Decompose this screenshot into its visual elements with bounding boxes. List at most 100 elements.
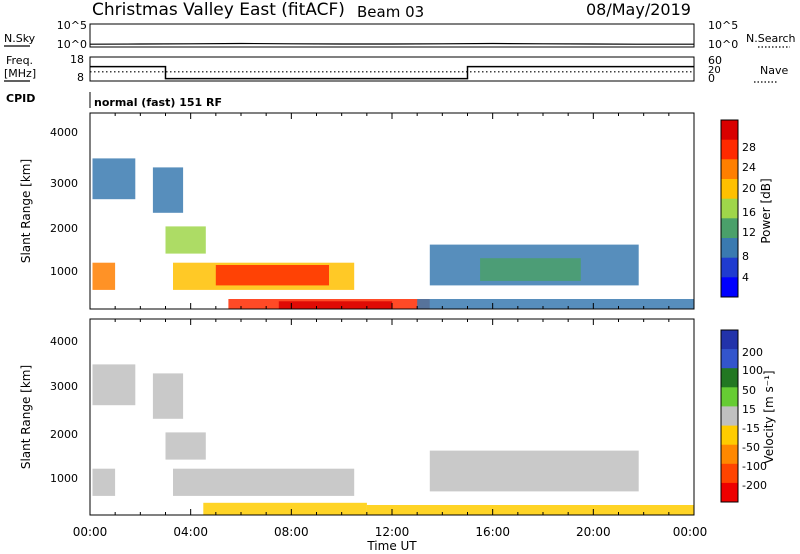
- nave-label: Nave: [760, 64, 788, 77]
- velocity-colorbar-segments: [721, 330, 738, 503]
- nsky-label: N.Sky: [4, 32, 36, 45]
- power-region-7: [278, 301, 393, 309]
- power-colorbar-segment-7: [721, 257, 738, 278]
- velocity-region-5: [203, 502, 367, 516]
- power-cbar-tick-4: 4: [742, 271, 749, 284]
- nave-right-tick-top: 60: [708, 54, 722, 67]
- velocity-colorbar-segment-5: [721, 425, 738, 446]
- nsky-panel: N.Sky 10^5 10^0 10^5 10^0 N.Search: [4, 19, 796, 51]
- power-cbar-tick-20: 20: [742, 182, 756, 195]
- beam-label: Beam 03: [357, 3, 424, 21]
- velocity-colorbar-label: Velocity [m s⁻¹]: [762, 370, 776, 463]
- velocity-cbar-tick-15: 15: [742, 403, 756, 416]
- nsky-left-tick-bottom: 10^0: [57, 38, 87, 51]
- power-colorbar-segment-8: [721, 277, 738, 298]
- power-heatmap: [92, 158, 694, 309]
- date-label: 08/May/2019: [586, 0, 691, 19]
- velocity-colorbar-segment-8: [721, 482, 738, 503]
- power-region-1: [92, 262, 116, 290]
- power-cbar-tick-28: 28: [742, 141, 756, 154]
- xtick-00-end: 00:00: [673, 525, 708, 539]
- velocity-colorbar-segment-2: [721, 368, 738, 388]
- velocity-region-6: [366, 505, 694, 515]
- velocity-region-4: [173, 468, 355, 496]
- velocity-cbar-tick-minus15: -15: [742, 422, 760, 435]
- power-colorbar: 28 24 20 16 12 8 4 Power [dB]: [720, 119, 773, 298]
- freq-label-2: [MHz]: [4, 67, 36, 80]
- velocity-ytick-2000: 2000: [50, 428, 78, 441]
- velocity-cbar-tick-minus50: -50: [742, 441, 760, 454]
- velocity-cbar-tick-minus100: -100: [742, 460, 767, 473]
- velocity-ylabel: Slant Range [km]: [19, 365, 33, 469]
- nsky-frame: [89, 23, 695, 48]
- power-ytick-4000: 4000: [50, 126, 78, 139]
- freq-panel: Freq. [MHz] 18 8 60 20 0 Nave: [4, 53, 788, 85]
- power-colorbar-segment-5: [721, 218, 738, 239]
- nsky-right-tick-bottom: 10^0: [708, 38, 738, 51]
- freq-series-line: [90, 65, 694, 80]
- velocity-cbar-tick-minus200: -200: [742, 479, 767, 492]
- freq-frame: [89, 56, 695, 82]
- power-region-5: [215, 265, 329, 286]
- power-colorbar-segment-3: [721, 179, 738, 200]
- power-region-9: [480, 258, 581, 281]
- velocity-colorbar-segment-4: [721, 406, 738, 426]
- velocity-ytick-3000: 3000: [50, 380, 78, 393]
- time-axis: 00:00 04:00 08:00 12:00 16:00 20:00 00:0…: [73, 525, 708, 553]
- nsearch-label: N.Search: [746, 32, 796, 45]
- power-region-10: [417, 299, 694, 309]
- xaxis-label: Time UT: [366, 539, 417, 553]
- power-colorbar-label: Power [dB]: [759, 178, 773, 243]
- cpid-value: normal (fast) 151 RF: [94, 96, 222, 109]
- velocity-heatmap: [92, 364, 694, 516]
- nsky-series-line: [89, 42, 694, 45]
- velocity-cbar-tick-100: 100: [742, 364, 763, 377]
- power-ylabel: Slant Range [km]: [19, 159, 33, 263]
- xtick-08: 08:00: [274, 525, 309, 539]
- velocity-region-0: [92, 364, 136, 406]
- power-colorbar-segment-1: [721, 139, 738, 160]
- xtick-16: 16:00: [475, 525, 510, 539]
- velocity-cbar-tick-200: 200: [742, 346, 763, 359]
- velocity-region-7: [429, 450, 639, 492]
- velocity-colorbar-segment-0: [721, 330, 738, 350]
- xtick-12: 12:00: [375, 525, 410, 539]
- nave-right-tick-bottom: 0: [708, 72, 715, 85]
- station-title: Christmas Valley East (fitACF): [92, 0, 345, 20]
- velocity-region-2: [152, 373, 184, 419]
- power-colorbar-segment-4: [721, 198, 738, 219]
- power-cbar-tick-8: 8: [742, 250, 749, 263]
- velocity-cbar-tick-50: 50: [742, 384, 756, 397]
- power-region-3: [165, 226, 206, 254]
- power-ytick-3000: 3000: [50, 177, 78, 190]
- velocity-colorbar-segment-1: [721, 349, 738, 369]
- power-cbar-tick-24: 24: [742, 161, 756, 174]
- xtick-00-start: 00:00: [73, 525, 108, 539]
- power-region-2: [152, 167, 184, 213]
- power-cbar-tick-16: 16: [742, 206, 756, 219]
- cpid-label: CPID: [6, 92, 35, 105]
- power-colorbar-frame: [720, 119, 739, 298]
- velocity-region-3: [165, 432, 206, 460]
- power-panel: 4000 3000 2000 1000 Slant Range [km]: [19, 112, 695, 310]
- freq-left-tick-bottom: 8: [77, 71, 84, 84]
- velocity-ytick-4000: 4000: [50, 335, 78, 348]
- xtick-20: 20:00: [576, 525, 611, 539]
- power-colorbar-segment-2: [721, 159, 738, 180]
- power-colorbar-segments: [721, 120, 738, 298]
- velocity-ytick-1000: 1000: [50, 472, 78, 485]
- freq-left-tick-top: 18: [70, 53, 84, 66]
- power-ytick-2000: 2000: [50, 222, 78, 235]
- velocity-colorbar-segment-3: [721, 387, 738, 407]
- velocity-panel: 4000 3000 2000 1000 Slant Range [km]: [19, 318, 695, 516]
- freq-label-1: Freq.: [6, 54, 33, 67]
- nsky-right-tick-top: 10^5: [708, 19, 738, 32]
- xtick-04: 04:00: [173, 525, 208, 539]
- velocity-axis-ticks: [89, 319, 695, 515]
- velocity-colorbar-segment-7: [721, 463, 738, 484]
- velocity-colorbar-segment-6: [721, 444, 738, 465]
- nsky-left-tick-top: 10^5: [57, 19, 87, 32]
- power-colorbar-segment-6: [721, 238, 738, 259]
